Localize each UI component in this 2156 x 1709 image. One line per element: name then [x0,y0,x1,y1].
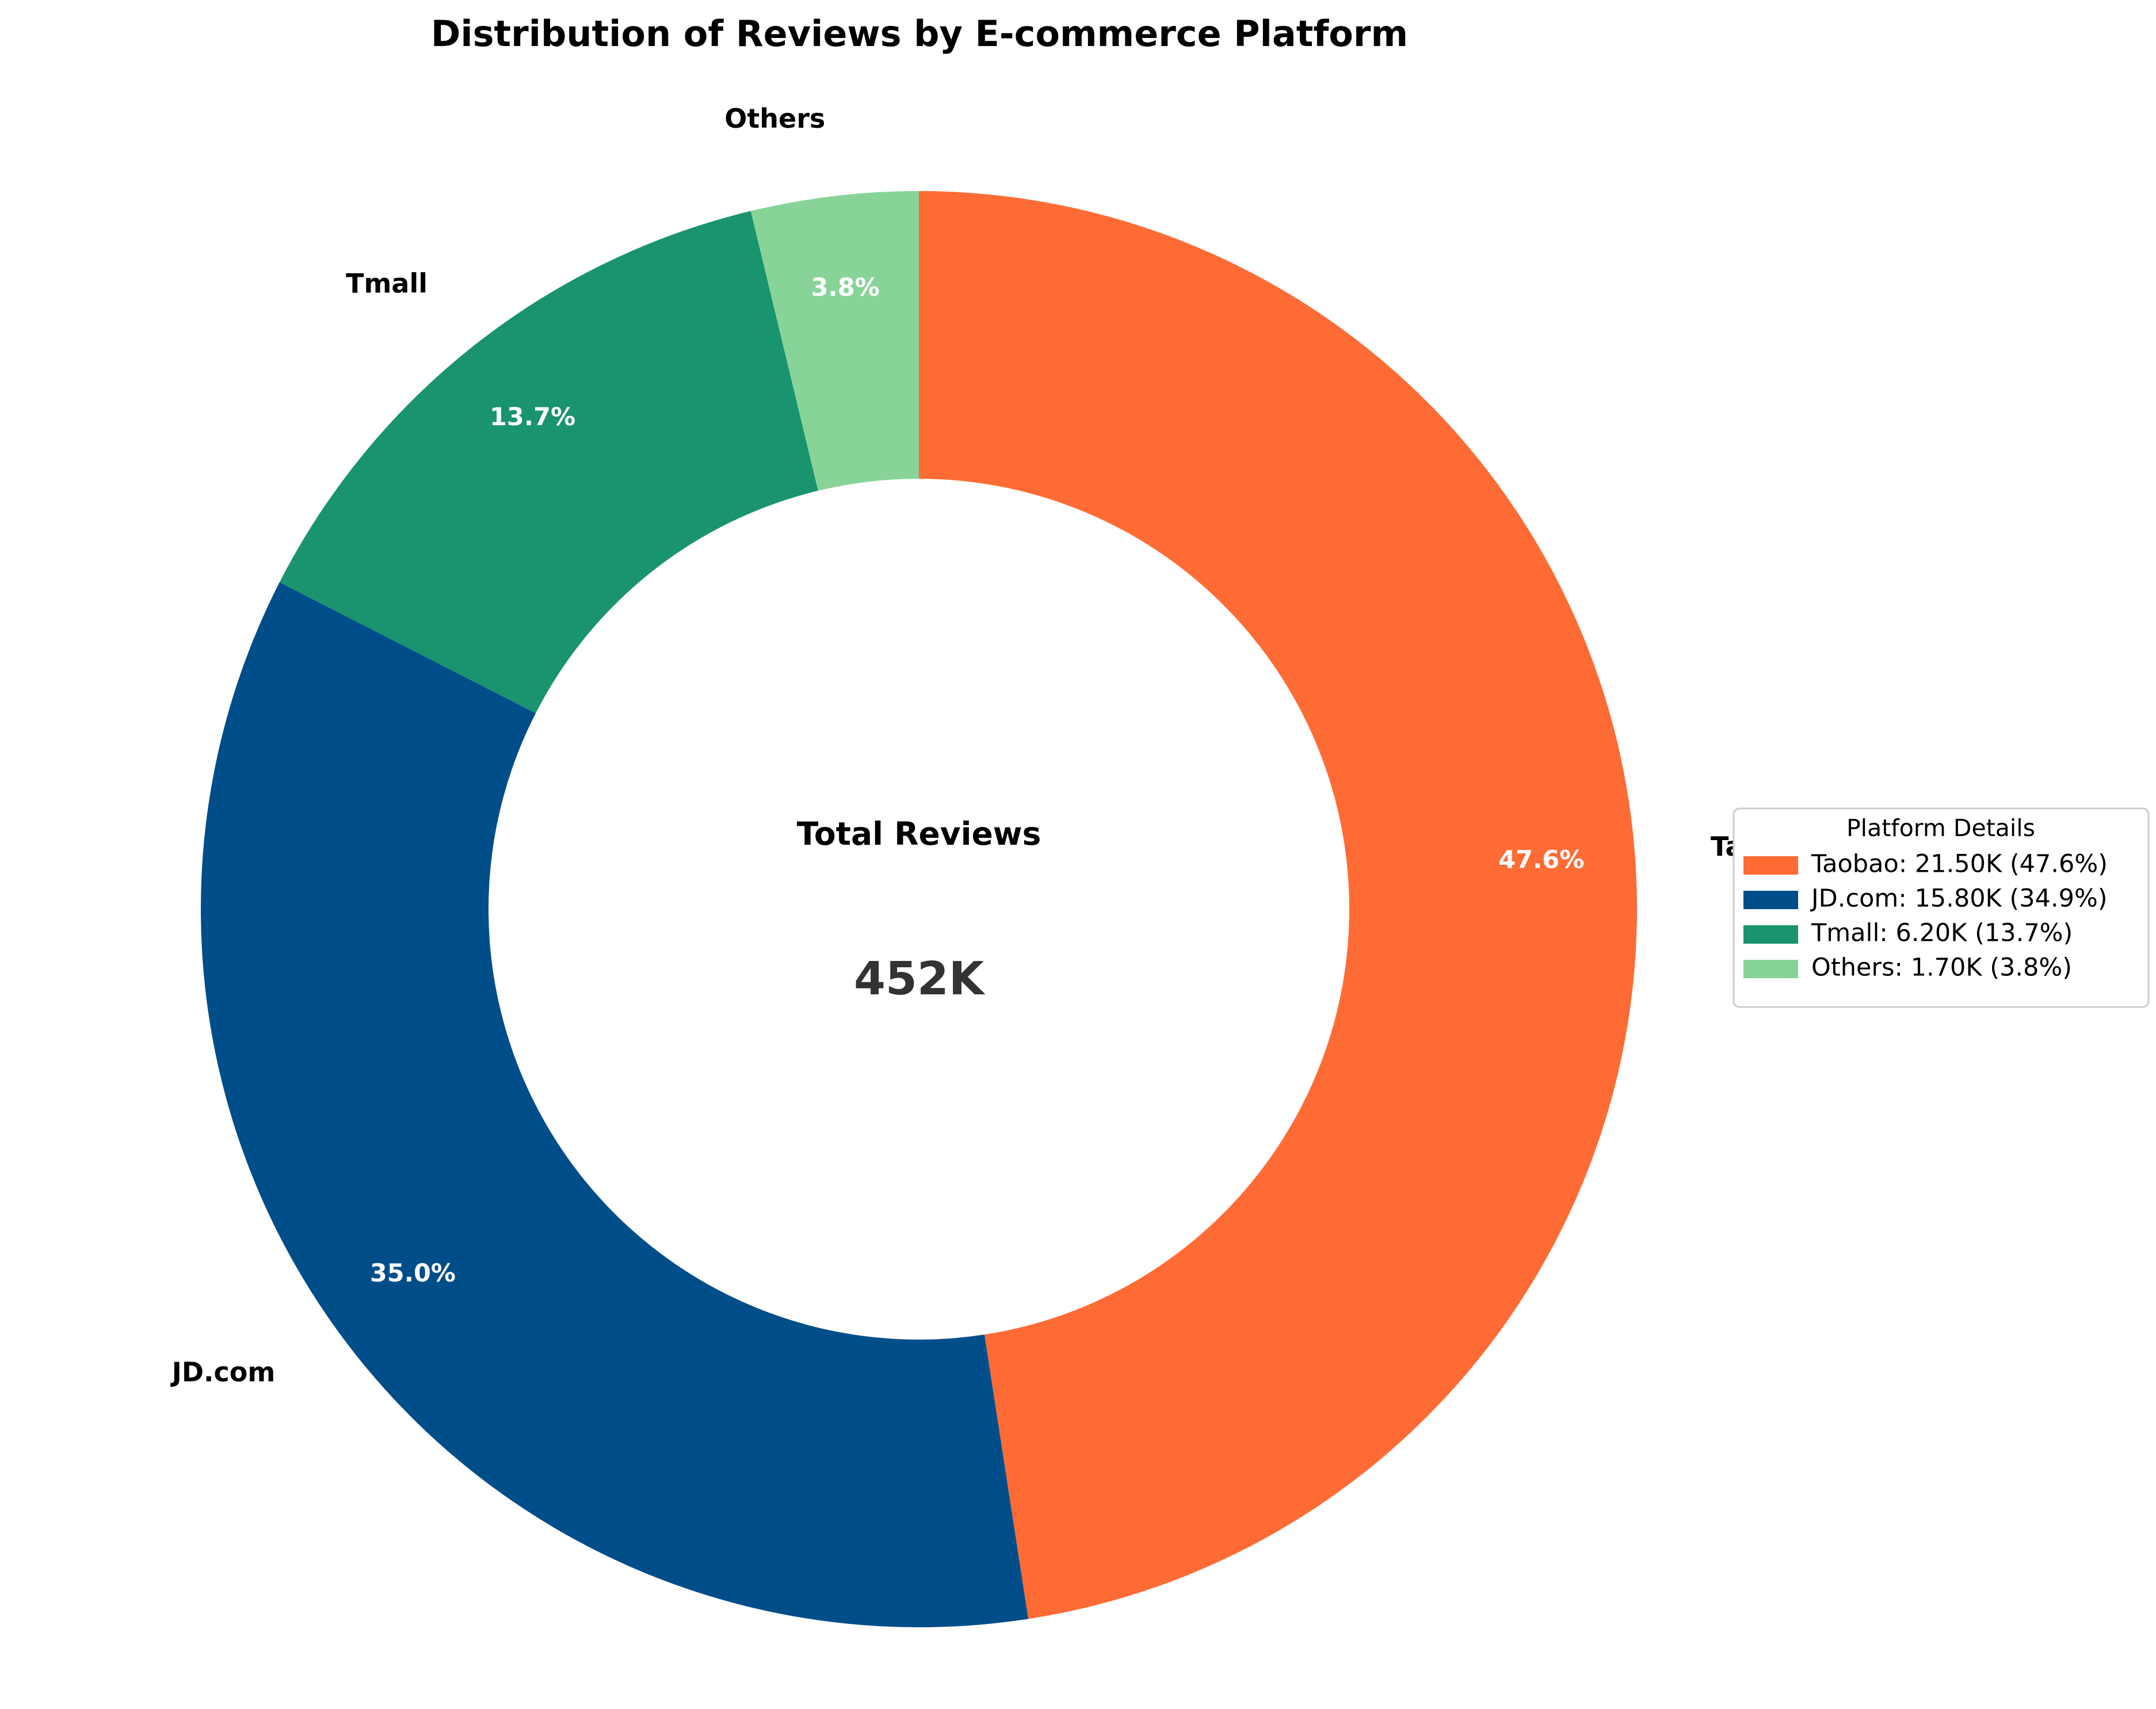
center-title: Total Reviews [797,815,1041,852]
percent-labels: 47.6% 35.0% 13.7% 3.8% [370,273,1585,1288]
legend-title: Platform Details [1846,814,2035,842]
slice-percent-jd-com: 35.0% [370,1259,456,1288]
legend-entry-jd-com: JD.com: 15.80K (34.9%) [1810,884,2108,913]
legend-swatch-others [1743,960,1798,978]
slice-jd-com [200,582,1029,1627]
center-total-value: 452K [854,952,986,1005]
legend: Platform Details Taobao: 21.50K (47.6%) J… [1733,807,2150,1008]
donut-slices [200,191,1637,1627]
chart-title: Distribution of Reviews by E-commerce Pl… [431,13,1408,55]
legend-frame [1733,807,2150,1008]
legend-entry-taobao: Taobao: 21.50K (47.6%) [1811,850,2108,879]
slice-percent-tmall: 13.7% [490,403,575,432]
legend-swatch-tmall [1743,925,1798,944]
legend-entry-others: Others: 1.70K (3.8%) [1811,953,2072,982]
legend-swatch-taobao [1743,856,1798,875]
slice-label-others: Others [724,103,825,134]
slice-percent-others: 3.8% [811,273,879,302]
legend-entries: Taobao: 21.50K (47.6%) JD.com: 15.80K (34… [1743,850,2108,982]
legend-swatch-jd-com [1743,891,1798,909]
slice-percent-taobao: 47.6% [1498,846,1584,875]
slice-tmall [279,211,818,714]
slice-label-jd-com: JD.com [170,1357,276,1388]
slice-others [750,191,919,491]
slice-label-tmall: Tmall [346,268,428,299]
slice-taobao [919,191,1637,1619]
legend-entry-tmall: Tmall: 6.20K (13.7%) [1811,919,2073,948]
